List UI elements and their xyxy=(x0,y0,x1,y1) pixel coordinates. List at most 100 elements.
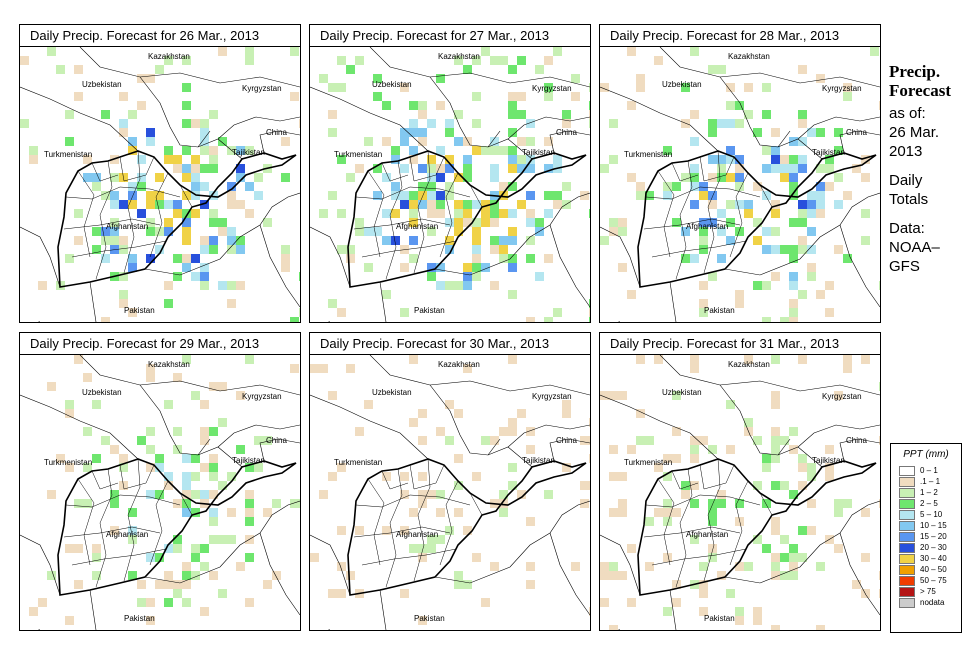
province-border xyxy=(657,170,675,258)
precip-cell xyxy=(463,263,472,272)
precip-cell xyxy=(146,490,155,499)
daily-line2: Totals xyxy=(889,191,929,208)
precip-cell xyxy=(355,164,364,173)
precip-cell xyxy=(137,598,146,607)
precip-cell xyxy=(708,155,717,164)
precip-cell xyxy=(182,164,191,173)
panel-title: Daily Precip. Forecast for 30 Mar., 2013 xyxy=(310,333,590,355)
precip-cell xyxy=(128,508,137,517)
precip-cell xyxy=(508,128,517,137)
precip-cell xyxy=(825,164,834,173)
precip-cell xyxy=(690,137,699,146)
precip-cell xyxy=(209,472,218,481)
precip-cell xyxy=(699,589,708,598)
map-label-kazakhstan: Kazakhstan xyxy=(438,360,480,369)
legend-item: 30 – 40 xyxy=(899,553,961,564)
precip-cells xyxy=(29,355,300,625)
precip-cell xyxy=(526,317,535,322)
precip-cell xyxy=(101,254,110,263)
precip-cell xyxy=(735,155,744,164)
map-label-iran: Iran xyxy=(38,320,52,322)
precip-cell xyxy=(83,155,92,164)
country-border xyxy=(659,47,880,88)
province-border xyxy=(413,458,431,582)
asof-line1: as of: xyxy=(889,105,926,122)
province-border xyxy=(385,468,403,588)
map-label-kazakhstan: Kazakhstan xyxy=(148,52,190,61)
precip-cell xyxy=(328,391,337,400)
precip-cell xyxy=(636,182,645,191)
precip-cell xyxy=(780,535,789,544)
precip-cell xyxy=(182,571,191,580)
precip-cell xyxy=(38,598,47,607)
precip-cell xyxy=(182,146,191,155)
precip-cell xyxy=(663,146,672,155)
precip-cell xyxy=(526,445,535,454)
country-border xyxy=(259,130,300,154)
precip-cell xyxy=(490,164,499,173)
precip-cell xyxy=(789,317,798,322)
precip-cell xyxy=(236,245,245,254)
precip-cell xyxy=(445,191,454,200)
country-border xyxy=(217,424,300,448)
precip-cell xyxy=(173,445,182,454)
precip-cell xyxy=(47,382,56,391)
precip-cell xyxy=(708,218,717,227)
precip-cell xyxy=(281,245,290,254)
precip-cell xyxy=(771,427,780,436)
precip-cell xyxy=(771,272,780,281)
precip-cell xyxy=(409,544,418,553)
precip-cell xyxy=(400,83,409,92)
map-label-kazakhstan: Kazakhstan xyxy=(148,360,190,369)
precip-cell xyxy=(418,191,427,200)
precip-cell xyxy=(553,155,562,164)
precip-cell xyxy=(726,146,735,155)
precip-cell xyxy=(726,155,735,164)
precip-cell xyxy=(427,272,436,281)
precip-cell xyxy=(526,562,535,571)
precip-cell xyxy=(535,218,544,227)
precip-cell xyxy=(771,445,780,454)
precip-cell xyxy=(798,155,807,164)
precip-cell xyxy=(789,571,798,580)
province-border xyxy=(651,548,747,566)
precip-cell xyxy=(454,409,463,418)
precip-cell xyxy=(436,101,445,110)
precip-cell xyxy=(535,65,544,74)
country-border xyxy=(549,130,590,154)
precip-cell xyxy=(735,616,744,625)
legend-item: 1 – 2 xyxy=(899,487,961,498)
precip-cell xyxy=(218,137,227,146)
precip-cell xyxy=(137,436,146,445)
precip-cell xyxy=(227,227,236,236)
country-border xyxy=(724,500,880,584)
precip-cell xyxy=(636,409,645,418)
precip-cell xyxy=(164,481,173,490)
legend-item: 10 – 15 xyxy=(899,520,961,531)
precip-cell xyxy=(600,391,609,400)
precip-cell xyxy=(418,553,427,562)
legend-item: 15 – 20 xyxy=(899,531,961,542)
precip-cell xyxy=(600,236,609,245)
province-border xyxy=(179,184,193,208)
precip-cell xyxy=(699,245,708,254)
precip-cell xyxy=(571,74,580,83)
precip-cell xyxy=(236,173,245,182)
precip-cell xyxy=(807,499,816,508)
precip-cell xyxy=(409,236,418,245)
afghanistan-outline xyxy=(347,150,587,288)
precip-cell xyxy=(436,173,445,182)
map-label-tajikistan: Tajikistan xyxy=(812,148,845,157)
province-border xyxy=(671,470,699,490)
precip-cell xyxy=(454,580,463,589)
precip-cell xyxy=(227,200,236,209)
country-border xyxy=(839,224,880,308)
precip-cell xyxy=(65,400,74,409)
precip-cell xyxy=(436,146,445,155)
precip-cell xyxy=(508,110,517,119)
precip-cell xyxy=(391,191,400,200)
precip-cell xyxy=(337,589,346,598)
precip-cell xyxy=(164,200,173,209)
legend-item: 20 – 30 xyxy=(899,542,961,553)
precip-cell xyxy=(517,92,526,101)
